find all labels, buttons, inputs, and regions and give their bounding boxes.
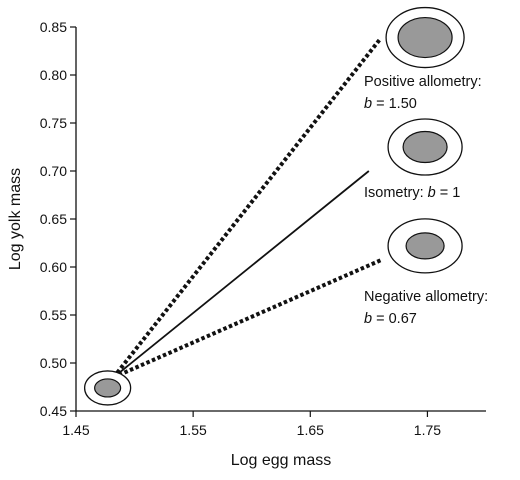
y-axis-label: Log yolk mass [7, 168, 24, 270]
negative-allometry-line [112, 258, 382, 380]
negative-allometry-label: Negative allometry: b = 0.67 [364, 289, 488, 327]
x-axis-label: Log egg mass [231, 452, 332, 469]
y-tick-label: 0.45 [40, 403, 67, 419]
series-group [111, 37, 383, 380]
y-tick-label: 0.50 [40, 355, 67, 371]
x-tick-label: 1.45 [62, 422, 89, 438]
label-line-2: b = 1.50 [364, 96, 417, 112]
y-tick-label: 0.70 [40, 163, 67, 179]
negative-allometry-egg-icon [387, 218, 463, 274]
y-tick-label: 0.65 [40, 211, 67, 227]
annotations: Positive allometry: b = 1.50 Isometry: b =… [364, 74, 488, 327]
y-tick-label: 0.75 [40, 115, 67, 131]
x-tick-label: 1.55 [180, 422, 207, 438]
tick-group: 0.45 0.50 0.55 0.60 0.65 0.70 0.75 0.80 0.85 1.45… [40, 19, 442, 438]
egg-yolk [397, 16, 453, 59]
y-tick-label: 0.55 [40, 307, 67, 323]
label-line-2: b = 0.67 [364, 311, 417, 327]
positive-allometry-egg-icon [385, 6, 465, 69]
label-line-1: Isometry: b = 1 [364, 185, 460, 201]
egg-yolk [402, 130, 448, 164]
x-tick-label: 1.75 [414, 422, 441, 438]
x-tick-label: 1.65 [297, 422, 324, 438]
label-line-1: Negative allometry: [364, 289, 488, 305]
egg-icons [83, 6, 465, 406]
isometry-egg-icon [387, 118, 463, 176]
y-tick-label: 0.80 [40, 67, 67, 83]
origin-egg-icon [83, 370, 132, 406]
y-tick-label: 0.85 [40, 19, 67, 35]
positive-allometry-label: Positive allometry: b = 1.50 [364, 74, 482, 112]
egg-yolk [94, 378, 122, 398]
egg-yolk [405, 232, 445, 260]
isometry-label: Isometry: b = 1 [364, 185, 460, 201]
label-line-1: Positive allometry: [364, 74, 482, 90]
y-tick-label: 0.60 [40, 259, 67, 275]
positive-allometry-line [111, 37, 383, 379]
isometry-line [112, 170, 370, 379]
